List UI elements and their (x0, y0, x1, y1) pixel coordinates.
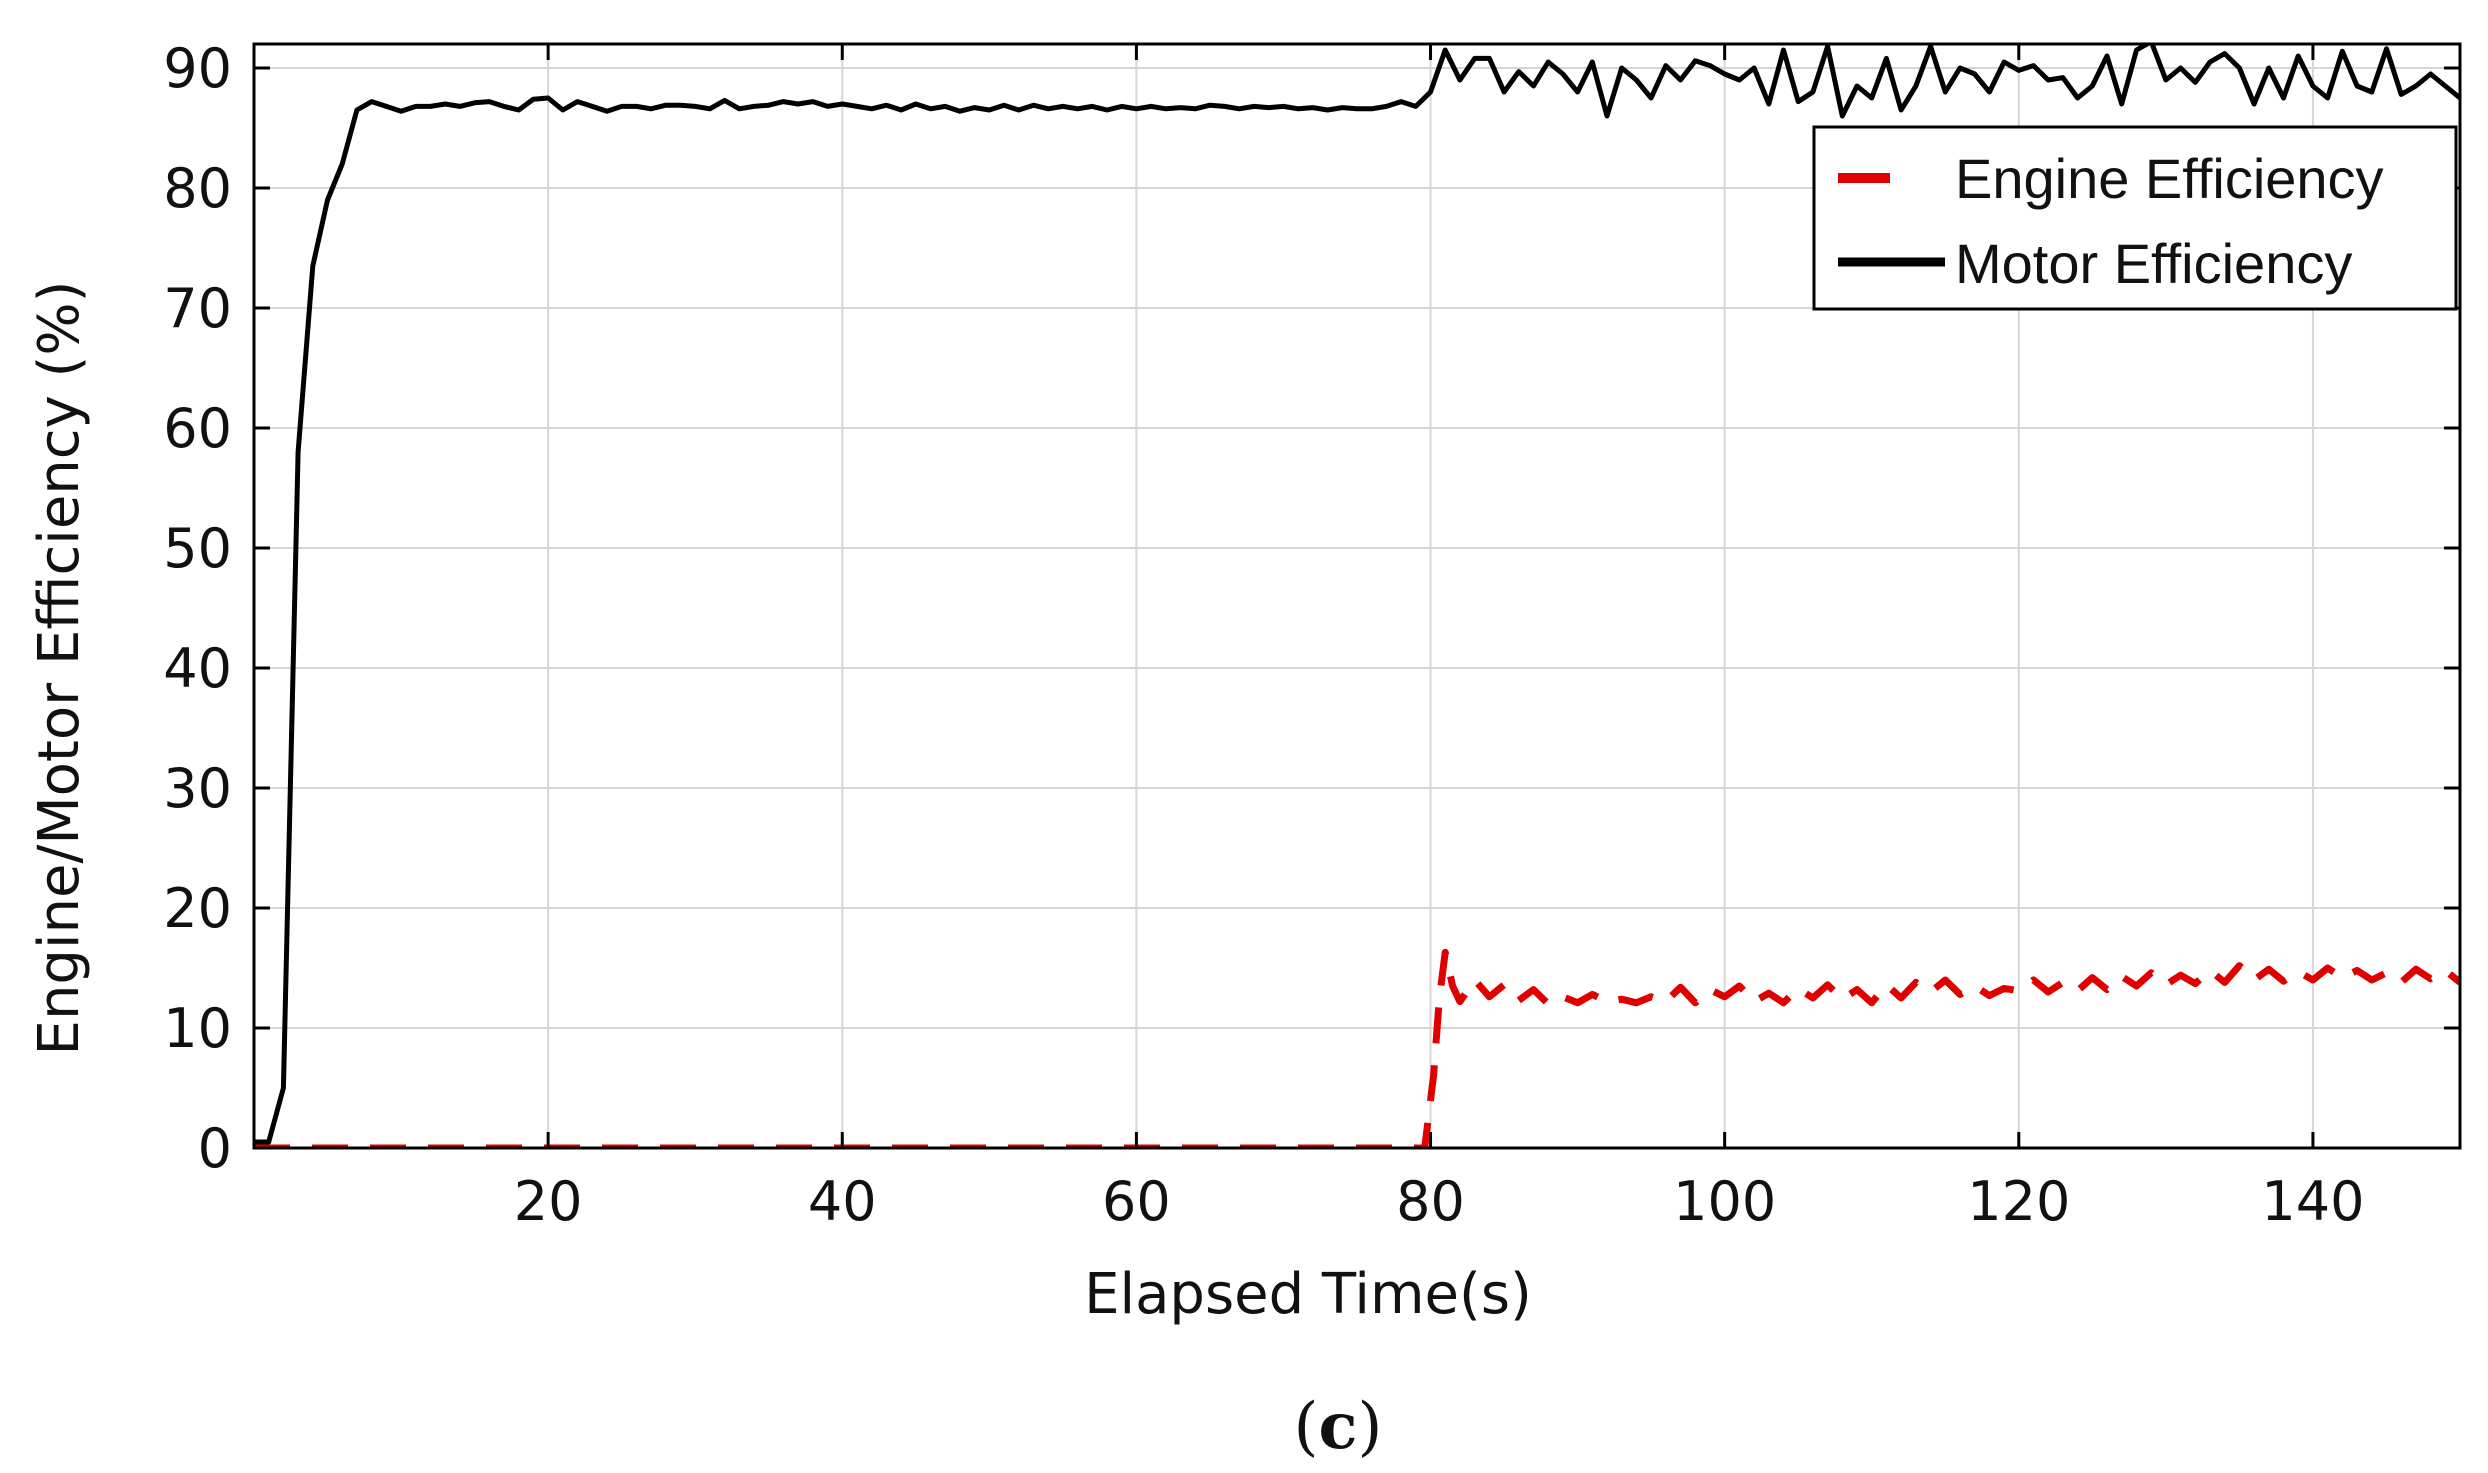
plot-frame (252, 42, 2462, 1150)
y-tick-label-40: 40 (163, 637, 232, 700)
x-tick-label-120: 120 (1967, 1170, 2070, 1233)
x-tick-label-60: 60 (1102, 1170, 1171, 1233)
axis-ticks: 20 40 60 80 100 120 140 0 10 20 30 40 50 60 70 80 90 (163, 37, 2460, 1233)
caption-close-paren: ) (1357, 1390, 1382, 1464)
caption-open-paren: ( (1294, 1390, 1319, 1464)
x-tick-label-20: 20 (514, 1170, 583, 1233)
y-tick-label-80: 80 (163, 157, 232, 220)
legend-box (1812, 125, 2458, 311)
x-axis-title: Elapsed Time(s) (1084, 1262, 1532, 1327)
x-tick-label-140: 140 (2261, 1170, 2364, 1233)
x-tick-label-80: 80 (1396, 1170, 1465, 1233)
figure-caption: (c) (1294, 1389, 1383, 1464)
series-lines (254, 44, 2460, 1148)
legend-label-engine-efficiency: Engine Efficiency (1955, 147, 2384, 210)
x-tick-label-40: 40 (808, 1170, 877, 1233)
y-tick-label-20: 20 (163, 877, 232, 940)
y-tick-label-10: 10 (163, 997, 232, 1060)
x-tick-label-100: 100 (1673, 1170, 1776, 1233)
legend: Engine Efficiency Motor Efficiency (1812, 125, 2458, 311)
y-tick-label-0: 0 (198, 1117, 232, 1180)
caption-letter: c (1319, 1389, 1358, 1464)
y-tick-label-50: 50 (163, 517, 232, 580)
series-line-motor-efficiency (254, 44, 2460, 1145)
y-tick-label-70: 70 (163, 277, 232, 340)
y-tick-label-30: 30 (163, 757, 232, 820)
legend-label-motor-efficiency: Motor Efficiency (1955, 232, 2352, 295)
y-axis-title: Engine/Motor Efficiency (%) (27, 281, 92, 1056)
y-tick-label-90: 90 (163, 37, 232, 100)
series-line-engine-efficiency (254, 948, 2460, 1148)
y-tick-label-60: 60 (163, 397, 232, 460)
